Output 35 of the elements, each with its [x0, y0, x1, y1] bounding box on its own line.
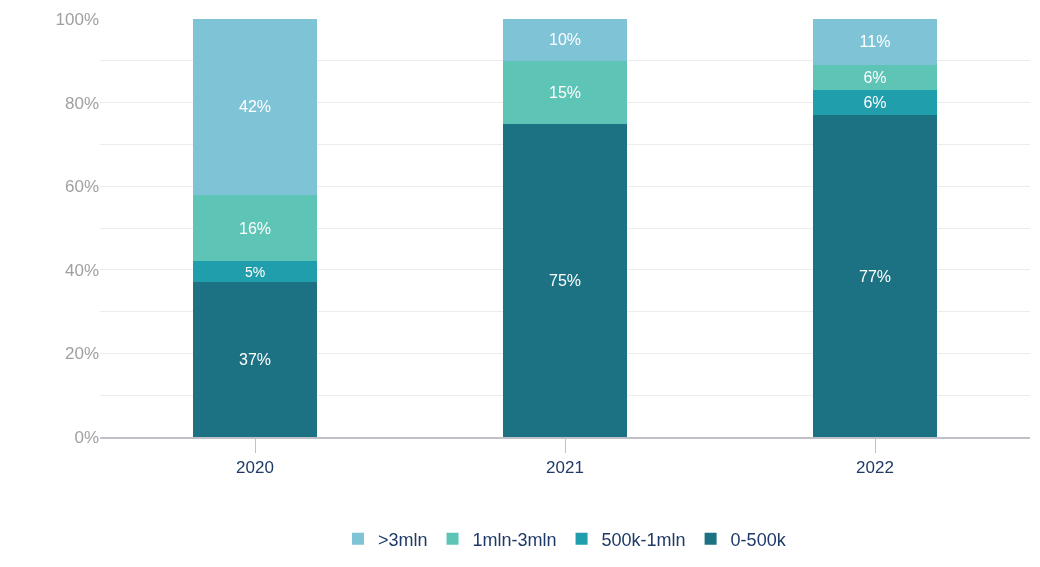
legend-label: 0-500k: [730, 529, 787, 550]
bar: [193, 261, 317, 283]
bar: [193, 194, 317, 262]
y-tick-label: 60%: [64, 177, 99, 197]
data-label: 6%: [863, 69, 887, 87]
data-label: 11%: [859, 33, 891, 51]
legend-label: 1mln-3mln: [472, 529, 557, 550]
data-label: 5%: [244, 263, 266, 280]
data-label: 42%: [238, 98, 272, 116]
data-label: 10%: [548, 31, 582, 49]
bar: [813, 19, 937, 65]
y-tick-label: 80%: [64, 93, 99, 113]
bar: [503, 19, 627, 61]
x-tick-label: 2021: [546, 458, 584, 478]
bar: [813, 115, 937, 437]
bar: [193, 19, 317, 195]
x-tick-label: 2020: [236, 458, 274, 478]
y-tick-label: 20%: [64, 344, 99, 364]
legend-label: 500k-1mln: [601, 529, 686, 550]
bar: [193, 282, 317, 437]
bar: [813, 64, 937, 91]
y-tick-label: 100%: [55, 9, 99, 29]
data-label: 6%: [863, 94, 887, 112]
x-tick-label: 2022: [856, 458, 894, 478]
y-tick-label: 40%: [64, 260, 99, 280]
data-label: 75%: [548, 271, 582, 289]
data-label: 77%: [858, 267, 892, 285]
data-label: 16%: [238, 219, 272, 237]
bar: [503, 123, 627, 437]
bar: [503, 60, 627, 124]
legend-label: >3mln: [378, 529, 428, 550]
y-tick-label: 0%: [74, 427, 99, 447]
bar: [813, 90, 937, 116]
data-label: 37%: [238, 351, 272, 369]
data-label: 15%: [548, 83, 582, 101]
